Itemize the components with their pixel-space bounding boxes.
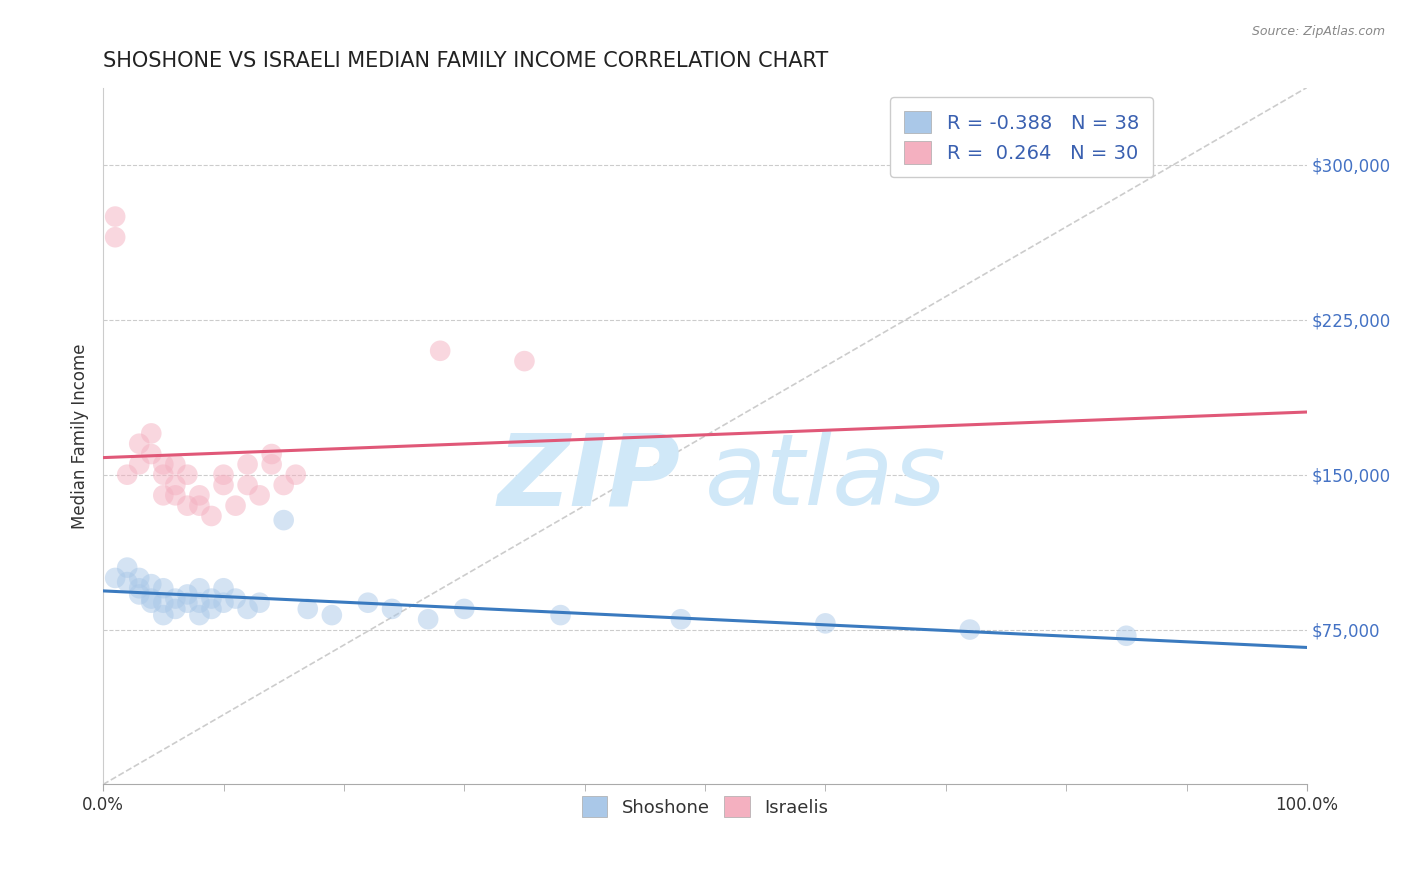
Point [104, 230, 127, 244]
Point [212, 467, 235, 482]
Point [176, 499, 198, 513]
Point [128, 581, 150, 595]
Point [200, 591, 222, 606]
Point [236, 458, 259, 472]
Point [104, 571, 127, 585]
Point [115, 467, 138, 482]
Point [188, 596, 211, 610]
Point [115, 575, 138, 590]
Point [959, 623, 981, 637]
Point [188, 499, 211, 513]
Point [212, 581, 235, 595]
Point [188, 581, 211, 595]
Point [165, 488, 187, 502]
Point [212, 596, 235, 610]
Point [669, 612, 692, 626]
Point [188, 608, 211, 623]
Point [249, 596, 271, 610]
Point [249, 488, 271, 502]
Point [429, 343, 451, 358]
Point [550, 608, 572, 623]
Point [141, 447, 163, 461]
Point [128, 458, 150, 472]
Point [273, 478, 295, 492]
Point [165, 591, 187, 606]
Point [176, 587, 198, 601]
Point [141, 591, 163, 606]
Point [165, 478, 187, 492]
Point [357, 596, 380, 610]
Point [188, 488, 211, 502]
Point [176, 596, 198, 610]
Point [152, 467, 174, 482]
Point [165, 602, 187, 616]
Point [236, 602, 259, 616]
Text: ZIP: ZIP [498, 429, 681, 526]
Text: Source: ZipAtlas.com: Source: ZipAtlas.com [1251, 25, 1385, 38]
Point [128, 436, 150, 450]
Point [273, 513, 295, 527]
Point [381, 602, 404, 616]
Point [115, 560, 138, 574]
Point [321, 608, 343, 623]
Point [165, 458, 187, 472]
Point [104, 210, 127, 224]
Legend: Shoshone, Israelis: Shoshone, Israelis [575, 789, 835, 824]
Point [152, 608, 174, 623]
Point [284, 467, 307, 482]
Point [212, 478, 235, 492]
Point [128, 571, 150, 585]
Point [236, 478, 259, 492]
Text: atlas: atlas [704, 429, 946, 526]
Point [176, 467, 198, 482]
Point [225, 591, 247, 606]
Point [152, 596, 174, 610]
Point [260, 458, 283, 472]
Point [152, 458, 174, 472]
Point [152, 581, 174, 595]
Point [141, 577, 163, 591]
Point [1115, 629, 1137, 643]
Point [814, 616, 837, 631]
Point [152, 488, 174, 502]
Text: SHOSHONE VS ISRAELI MEDIAN FAMILY INCOME CORRELATION CHART: SHOSHONE VS ISRAELI MEDIAN FAMILY INCOME… [103, 51, 828, 70]
Point [418, 612, 440, 626]
Point [200, 602, 222, 616]
Point [141, 426, 163, 441]
Point [260, 447, 283, 461]
Point [453, 602, 475, 616]
Point [128, 587, 150, 601]
Point [513, 354, 536, 368]
Point [141, 596, 163, 610]
Y-axis label: Median Family Income: Median Family Income [72, 343, 89, 529]
Point [297, 602, 319, 616]
Point [200, 508, 222, 523]
Point [225, 499, 247, 513]
